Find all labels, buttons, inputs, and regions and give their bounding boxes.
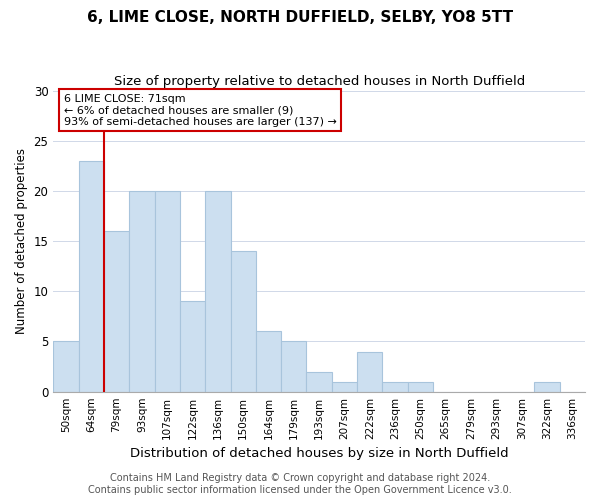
Title: Size of property relative to detached houses in North Duffield: Size of property relative to detached ho…	[113, 75, 525, 88]
Bar	[155, 191, 180, 392]
Text: 6 LIME CLOSE: 71sqm
← 6% of detached houses are smaller (9)
93% of semi-detached: 6 LIME CLOSE: 71sqm ← 6% of detached hou…	[64, 94, 337, 127]
Bar	[53, 342, 79, 392]
Bar	[357, 352, 382, 392]
X-axis label: Distribution of detached houses by size in North Duffield: Distribution of detached houses by size …	[130, 447, 508, 460]
Bar	[535, 382, 560, 392]
Bar	[129, 191, 155, 392]
Bar	[180, 302, 205, 392]
Bar	[79, 161, 104, 392]
Y-axis label: Number of detached properties: Number of detached properties	[15, 148, 28, 334]
Text: Contains HM Land Registry data © Crown copyright and database right 2024.
Contai: Contains HM Land Registry data © Crown c…	[88, 474, 512, 495]
Text: 6, LIME CLOSE, NORTH DUFFIELD, SELBY, YO8 5TT: 6, LIME CLOSE, NORTH DUFFIELD, SELBY, YO…	[87, 10, 513, 25]
Bar	[230, 251, 256, 392]
Bar	[205, 191, 230, 392]
Bar	[382, 382, 408, 392]
Bar	[104, 231, 129, 392]
Bar	[256, 332, 281, 392]
Bar	[281, 342, 307, 392]
Bar	[332, 382, 357, 392]
Bar	[408, 382, 433, 392]
Bar	[307, 372, 332, 392]
